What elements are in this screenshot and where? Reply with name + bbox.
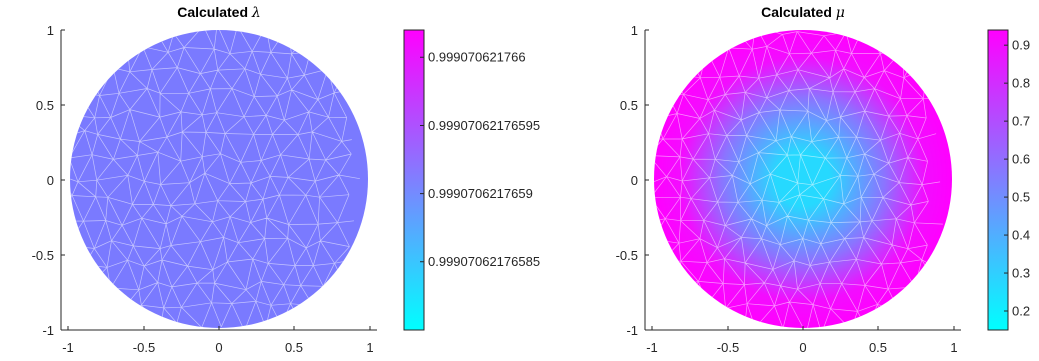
mu-colorbar: 0.9 0.8 0.7 0.6 0.5 0.4 0.3 0.2 bbox=[987, 29, 1030, 331]
lambda-x-tick-label: 0.5 bbox=[285, 340, 303, 355]
lambda-colorbar-gradient bbox=[403, 29, 425, 331]
mu-colorbar-tick-label: 0.9 bbox=[1012, 38, 1030, 53]
mu-y-tick-label: 0 bbox=[631, 173, 638, 188]
mu-colorbar-tick-label: 0.7 bbox=[1012, 114, 1030, 129]
mu-x-tick-label: 0 bbox=[799, 340, 806, 355]
mu-colorbar-tick-label: 0.8 bbox=[1012, 76, 1030, 91]
lambda-y-ticks: 1 0.5 0 -0.5 -1 bbox=[32, 23, 65, 338]
mu-colorbar-tick-label: 0.2 bbox=[1012, 304, 1030, 319]
lambda-colorbar-tick-label: 0.9990706217659 bbox=[428, 186, 533, 201]
lambda-colorbar-tick-label: 0.99907062176585 bbox=[428, 254, 540, 269]
lambda-y-tick-label: -0.5 bbox=[32, 248, 54, 263]
mu-x-tick-label: -0.5 bbox=[717, 340, 739, 355]
lambda-y-tick-label: -1 bbox=[42, 323, 54, 338]
mu-colorbar-tick-label: 0.5 bbox=[1012, 190, 1030, 205]
mu-colorbar-ticks: 0.9 0.8 0.7 0.6 0.5 0.4 0.3 0.2 bbox=[1004, 38, 1030, 319]
lambda-y-tick-label: 0.5 bbox=[36, 98, 54, 113]
lambda-colorbar-ticks: 0.999070621766 0.99907062176595 0.999070… bbox=[420, 50, 540, 269]
lambda-x-tick-label: 1 bbox=[366, 340, 373, 355]
panel-lambda: Calculated λ -1 -0.5 0 0.5 1 1 0.5 bbox=[32, 4, 540, 355]
lambda-x-tick-label: 0 bbox=[215, 340, 222, 355]
mu-x-tick-label: -1 bbox=[646, 340, 658, 355]
mu-x-tick-label: 0.5 bbox=[869, 340, 887, 355]
lambda-x-tick-label: -0.5 bbox=[133, 340, 155, 355]
mu-colorbar-tick-label: 0.6 bbox=[1012, 152, 1030, 167]
mu-x-tick-label: 1 bbox=[950, 340, 957, 355]
lambda-colorbar: 0.999070621766 0.99907062176595 0.999070… bbox=[403, 29, 540, 331]
lambda-title: Calculated λ bbox=[177, 4, 261, 21]
lambda-colorbar-tick-label: 0.999070621766 bbox=[428, 50, 526, 65]
lambda-x-ticks: -1 -0.5 0 0.5 1 bbox=[62, 326, 374, 355]
mu-x-ticks: -1 -0.5 0 0.5 1 bbox=[646, 326, 958, 355]
mu-colorbar-tick-label: 0.4 bbox=[1012, 228, 1030, 243]
mu-title: Calculated μ bbox=[761, 4, 845, 21]
mu-y-tick-label: -0.5 bbox=[616, 248, 638, 263]
mu-y-ticks: 1 0.5 0 -0.5 -1 bbox=[616, 23, 649, 338]
mu-y-tick-label: -1 bbox=[626, 323, 638, 338]
lambda-x-tick-label: -1 bbox=[62, 340, 74, 355]
mu-colorbar-gradient bbox=[987, 29, 1009, 331]
panel-mu: Calculated μ -1 -0.5 0 0.5 1 1 0.5 bbox=[616, 4, 1030, 355]
mu-y-tick-label: 0.5 bbox=[620, 98, 638, 113]
mu-y-tick-label: 1 bbox=[631, 23, 638, 38]
lambda-y-tick-label: 1 bbox=[47, 23, 54, 38]
lambda-y-tick-label: 0 bbox=[47, 173, 54, 188]
lambda-colorbar-tick-label: 0.99907062176595 bbox=[428, 118, 540, 133]
mu-colorbar-tick-label: 0.3 bbox=[1012, 266, 1030, 281]
